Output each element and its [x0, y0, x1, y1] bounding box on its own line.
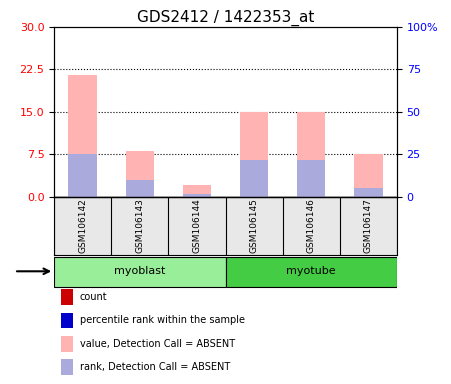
Bar [240, 160, 268, 197]
Bar [297, 112, 326, 197]
Text: GSM106145: GSM106145 [249, 199, 258, 253]
Text: GSM106147: GSM106147 [364, 199, 373, 253]
Bar [354, 154, 382, 197]
Bar [240, 112, 268, 197]
Text: rank, Detection Call = ABSENT: rank, Detection Call = ABSENT [80, 362, 230, 372]
Title: GDS2412 / 1422353_at: GDS2412 / 1422353_at [137, 9, 314, 25]
Bar [297, 160, 326, 197]
Text: myoblast: myoblast [114, 266, 166, 276]
Bar [354, 188, 382, 197]
Text: GSM106143: GSM106143 [135, 199, 144, 253]
Text: GSM106142: GSM106142 [78, 199, 87, 253]
Bar [61, 289, 73, 305]
Text: myotube: myotube [286, 266, 336, 276]
Bar [183, 194, 211, 197]
Bar [69, 154, 97, 197]
FancyBboxPatch shape [226, 257, 397, 287]
Bar [125, 151, 154, 197]
Text: value, Detection Call = ABSENT: value, Detection Call = ABSENT [80, 339, 235, 349]
Text: count: count [80, 292, 107, 302]
Bar [69, 75, 97, 197]
Bar [125, 180, 154, 197]
Bar [61, 313, 73, 328]
Text: percentile rank within the sample: percentile rank within the sample [80, 315, 245, 325]
Text: GSM106146: GSM106146 [307, 199, 316, 253]
Bar [183, 185, 211, 197]
Bar [61, 336, 73, 352]
FancyBboxPatch shape [54, 257, 226, 287]
Bar [61, 359, 73, 374]
Text: GSM106144: GSM106144 [193, 199, 202, 253]
